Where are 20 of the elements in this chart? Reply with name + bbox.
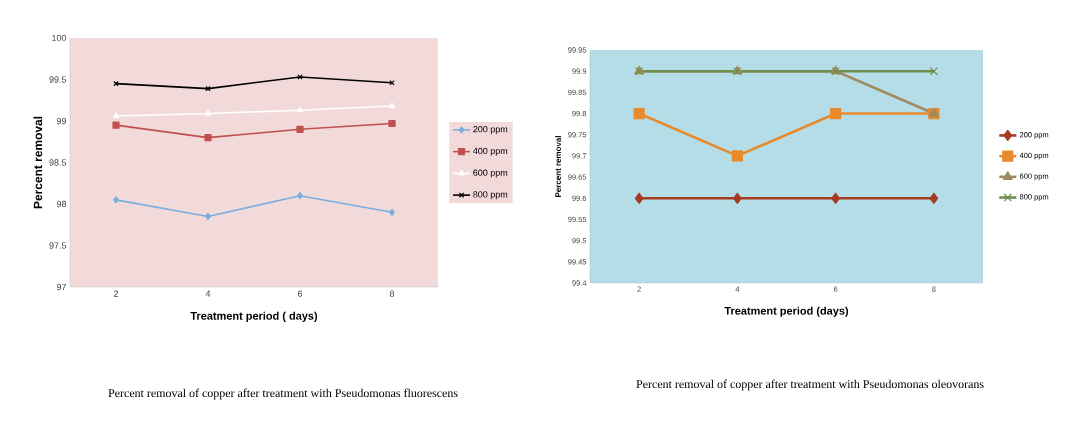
x-axis-title: Treatment period (days) bbox=[724, 306, 849, 317]
text: Percent removal of copper after treatment with Pseudomonas fluorescens bbox=[108, 388, 458, 400]
y-tick-label: 100 bbox=[52, 34, 67, 42]
y-tick-label: 98.5 bbox=[49, 159, 67, 166]
legend-label: 600 ppm bbox=[473, 169, 508, 178]
x-tick-label: 6 bbox=[297, 290, 303, 297]
legend-label: 400 ppm bbox=[473, 147, 508, 156]
y-tick-label: 97 bbox=[56, 283, 67, 291]
y-tick-label: 99.5 bbox=[49, 76, 67, 83]
y-axis-title: Percent removal bbox=[33, 116, 43, 209]
text: Percent removal of copper after treatment with Pseudomonas oleovorans bbox=[636, 379, 984, 391]
x-tick-label: 4 bbox=[205, 290, 211, 297]
legend-label: 200 ppm bbox=[473, 126, 508, 135]
legend-label: 800 ppm bbox=[473, 191, 508, 200]
y-tick-label: 98 bbox=[56, 200, 67, 208]
x-axis-title: Treatment period ( days) bbox=[190, 311, 318, 322]
y-tick-label: 99 bbox=[56, 117, 67, 125]
x-tick-label: 8 bbox=[389, 290, 395, 297]
x-tick-label: 2 bbox=[113, 290, 119, 297]
y-tick-label: 97.5 bbox=[49, 242, 67, 249]
